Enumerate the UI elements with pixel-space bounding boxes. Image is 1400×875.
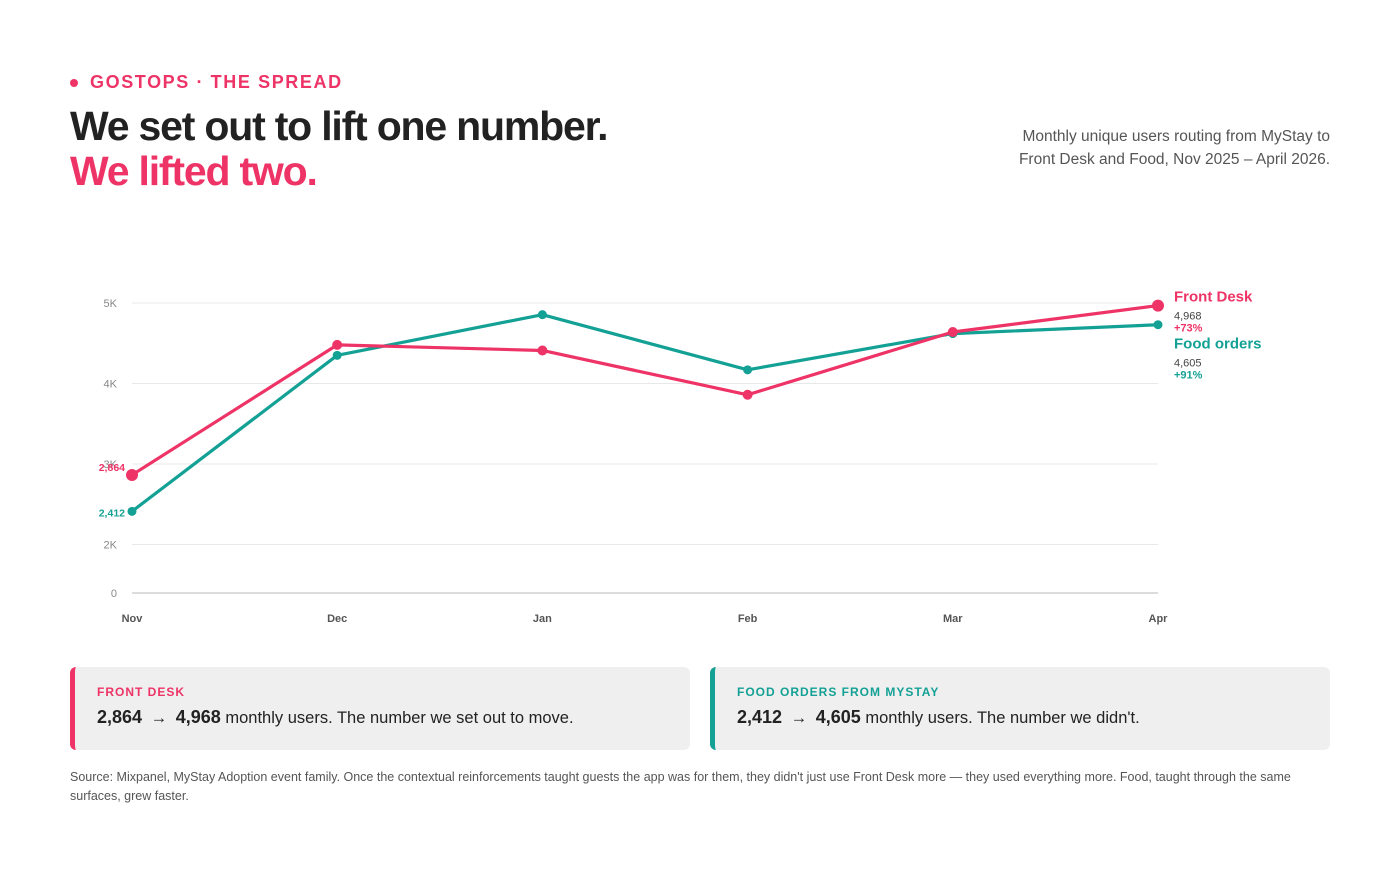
series-line-front-desk bbox=[130, 303, 1160, 477]
arrow-icon: → bbox=[790, 709, 808, 727]
data-point bbox=[947, 326, 958, 337]
chart-description: Monthly unique users routing from MyStay… bbox=[1018, 128, 1330, 168]
data-point bbox=[1153, 320, 1163, 330]
card-text: monthly users. The number we didn't. bbox=[865, 709, 1140, 727]
data-point bbox=[537, 345, 548, 356]
card-from-value: 2,864 bbox=[97, 707, 143, 727]
card-title: FRONT DESK bbox=[97, 685, 185, 699]
card-title: FOOD ORDERS FROM MYSTAY bbox=[737, 685, 940, 699]
start-value-label: 2,864 bbox=[99, 462, 125, 474]
series-end-name: Food orders bbox=[1174, 336, 1262, 353]
card-text: monthly users. The number we set out to … bbox=[225, 709, 574, 727]
arrow-icon: → bbox=[150, 709, 168, 727]
card-to-value: 4,605 bbox=[815, 707, 861, 727]
x-tick-label: Mar bbox=[943, 613, 963, 625]
food-orders-card: FOOD ORDERS FROM MYSTAY 2,412 → 4,605 mo… bbox=[710, 667, 1330, 750]
source-note: Source: Mixpanel, MyStay Adoption event … bbox=[70, 770, 1291, 803]
series-change-label: +91% bbox=[1174, 370, 1203, 382]
x-tick-label: Feb bbox=[738, 613, 758, 625]
data-point bbox=[1152, 299, 1164, 312]
card-to-value: 4,968 bbox=[175, 707, 221, 727]
data-point bbox=[127, 506, 137, 516]
card-from-value: 2,412 bbox=[737, 707, 783, 727]
card-summary: 2,412 → 4,605 monthly users. The number … bbox=[737, 707, 1330, 728]
x-tick-label: Apr bbox=[1149, 613, 1169, 625]
data-point bbox=[743, 365, 753, 375]
y-tick-label: 4K bbox=[104, 379, 118, 391]
card-summary: 2,864 → 4,968 monthly users. The number … bbox=[97, 707, 690, 728]
series-line-food-orders bbox=[130, 313, 1160, 513]
line-chart: 0 2K 3K 4K 5K Nov Dec Jan Feb Mar Apr 2,864 2,412 Fro… bbox=[99, 289, 1262, 625]
data-point bbox=[537, 310, 547, 320]
data-point bbox=[332, 350, 342, 360]
x-tick-label: Dec bbox=[327, 613, 347, 625]
front-desk-card: FRONT DESK 2,864 → 4,968 monthly users. … bbox=[70, 667, 690, 750]
kicker-dot-icon bbox=[70, 78, 78, 87]
headline-line-1: We set out to lift one number. bbox=[70, 103, 608, 149]
y-tick-label: 3K bbox=[104, 459, 118, 471]
headline: We set out to lift one number. We lifted… bbox=[70, 103, 608, 194]
series-end-value: 4,605 bbox=[1174, 358, 1202, 370]
start-value-label: 2,412 bbox=[99, 507, 125, 519]
kicker: GOSTOPS · THE SPREAD bbox=[70, 72, 343, 93]
x-tick-label: Nov bbox=[122, 613, 144, 625]
x-tick-label: Jan bbox=[533, 613, 552, 625]
series-end-name: Front Desk bbox=[1174, 289, 1253, 306]
series-end-value: 4,968 bbox=[1174, 311, 1202, 323]
y-tick-label: 0 bbox=[111, 588, 117, 600]
kicker-text: GOSTOPS · THE SPREAD bbox=[90, 72, 343, 92]
y-tick-label: 2K bbox=[104, 540, 118, 552]
headline-line-2: We lifted two. bbox=[70, 148, 318, 194]
data-point bbox=[126, 468, 138, 481]
y-tick-label: 5K bbox=[104, 298, 118, 310]
series-change-label: +73% bbox=[1174, 323, 1203, 335]
data-point bbox=[332, 339, 343, 350]
data-point bbox=[742, 389, 753, 400]
